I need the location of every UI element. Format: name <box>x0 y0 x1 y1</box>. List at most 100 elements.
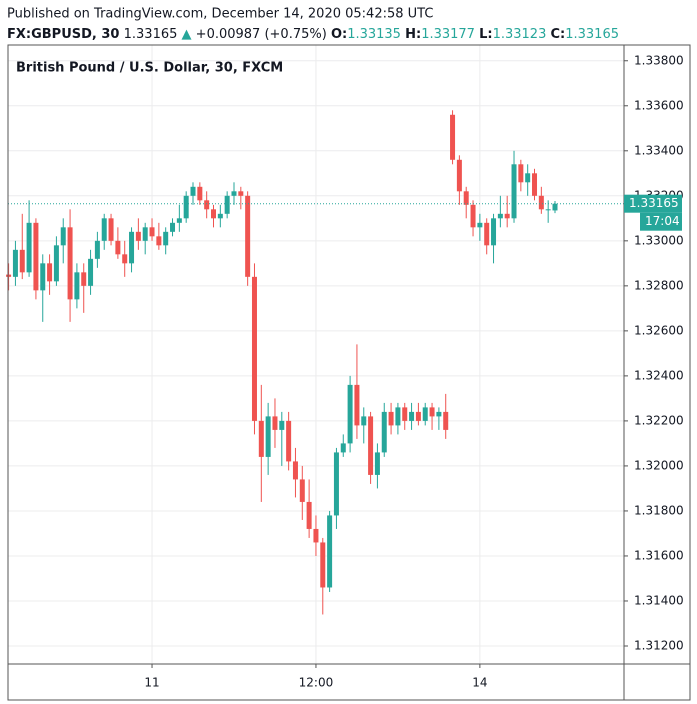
frame <box>7 44 691 701</box>
candle-body <box>299 479 305 502</box>
ohlc-value: 1.33135 <box>347 27 401 42</box>
candle-body <box>292 461 298 480</box>
candle-body <box>463 191 469 205</box>
candle-body <box>40 263 46 291</box>
candle-body <box>381 411 387 453</box>
candle-body <box>511 164 517 219</box>
candle-body <box>347 384 353 444</box>
y-tick-label: 1.33000 <box>634 233 684 247</box>
candle-body <box>204 200 210 210</box>
y-tick-label: 1.32800 <box>634 278 684 292</box>
candle-body <box>368 416 374 475</box>
candle-body <box>88 258 94 286</box>
ohlc-value: 1.33177 <box>421 27 475 42</box>
candle-body <box>211 209 216 219</box>
candle-body <box>81 272 87 286</box>
candle-body <box>504 213 510 219</box>
candle-body <box>361 416 367 426</box>
candle-body <box>238 191 244 196</box>
ohlc-key: H: <box>405 27 421 42</box>
candle-body <box>279 420 285 430</box>
axes: 1.31200 1.31400 1.31600 1.31800 1.32000 1.322… <box>144 53 683 689</box>
candle-body <box>26 222 32 273</box>
candle-body <box>409 411 415 421</box>
candle-body <box>333 452 339 516</box>
y-tick-label: 1.33600 <box>634 98 684 112</box>
candle-body <box>74 272 80 300</box>
y-tick-label: 1.32200 <box>634 413 684 427</box>
last-price: 1.33165 <box>124 27 178 42</box>
candle-body <box>149 227 155 237</box>
candle-body <box>491 218 497 246</box>
candle-body <box>12 249 18 277</box>
candle-body <box>538 195 544 210</box>
candle-body <box>183 195 189 219</box>
candle-body <box>497 213 503 219</box>
candle-body <box>477 222 483 228</box>
x-tick-label: 12:00 <box>299 676 334 690</box>
candle-body <box>156 236 162 246</box>
candle-body <box>450 114 456 160</box>
candle-body <box>388 411 394 426</box>
y-tick-label: 1.31400 <box>634 593 684 607</box>
candle-body <box>19 249 25 273</box>
candle-body <box>115 240 121 255</box>
published-line: Published on TradingView.com, December 1… <box>7 7 433 22</box>
candle-body <box>443 411 449 430</box>
y-tick-label: 1.31200 <box>634 638 684 652</box>
chart-title: British Pound / U.S. Dollar, 30, FXCM <box>16 61 283 76</box>
grid <box>8 45 624 664</box>
ohlc-key: C: <box>550 27 565 42</box>
candle-body <box>197 186 203 201</box>
candle-body <box>245 195 251 277</box>
change-arrow: ▲ <box>182 27 192 42</box>
y-tick-label: 1.31600 <box>634 548 684 562</box>
ohlc-key: O: <box>331 27 347 42</box>
candle-body <box>340 443 346 453</box>
candle-body <box>402 407 408 421</box>
candle-body <box>395 407 401 426</box>
candle-body <box>415 411 421 421</box>
candle-body <box>374 452 380 475</box>
ohlc-value: 1.33165 <box>565 27 619 42</box>
candle-body <box>176 218 182 223</box>
y-tick-label: 1.33800 <box>634 53 684 67</box>
ohlc-value: 1.33123 <box>493 27 547 42</box>
candle-body <box>163 231 169 246</box>
candle-body <box>122 254 128 264</box>
countdown-label: 17:04 <box>645 214 680 228</box>
candle-body <box>272 416 278 430</box>
ohlc-key: L: <box>479 27 492 42</box>
candle-body <box>33 222 39 291</box>
candle-body <box>354 384 360 426</box>
candle-body <box>286 420 292 462</box>
candle-body <box>422 407 428 421</box>
candle-body <box>129 231 135 264</box>
candle-body <box>525 173 531 183</box>
candle-body <box>436 411 442 417</box>
candle-body <box>101 218 107 241</box>
candle-body <box>327 515 333 588</box>
candle-body <box>456 159 462 192</box>
candle-body <box>258 420 264 457</box>
candle-body <box>170 222 176 232</box>
candle-body <box>306 501 312 529</box>
y-tick-label: 1.32000 <box>634 458 684 472</box>
x-tick-label: 11 <box>144 676 159 690</box>
candle-body <box>313 528 319 543</box>
quote-line: FX:GBPUSD, 30 1.33165 ▲ +0.00987 (+0.75%… <box>7 27 619 42</box>
candle-body <box>518 164 524 183</box>
candle-body <box>47 263 53 282</box>
candle-body <box>53 245 59 282</box>
countdown-tag <box>640 212 682 231</box>
candle-body <box>484 222 490 246</box>
change: +0.00987 (+0.75%) <box>196 27 327 42</box>
candle-body <box>251 276 257 421</box>
candle-body <box>532 173 538 196</box>
candle-body <box>552 203 558 211</box>
x-tick-label: 14 <box>472 676 487 690</box>
candle-body <box>94 240 100 259</box>
candle-body <box>135 231 141 241</box>
